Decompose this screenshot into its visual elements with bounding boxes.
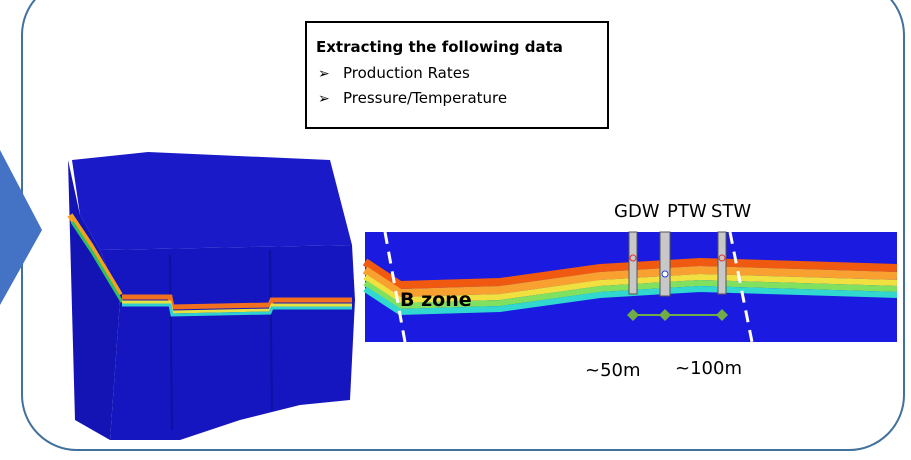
info-title: Extracting the following data <box>316 38 563 56</box>
bullet-icon: ➢ <box>318 91 330 107</box>
well-label: STW <box>711 201 751 222</box>
info-item: Pressure/Temperature <box>343 89 507 107</box>
zone-label: B zone <box>400 289 472 311</box>
bullet-icon: ➢ <box>318 66 330 82</box>
well-label: PTW <box>667 201 707 222</box>
info-box <box>305 21 609 129</box>
arrow <box>0 150 42 305</box>
reservoir-block <box>67 152 355 440</box>
well-label: GDW <box>614 201 660 222</box>
info-item: Production Rates <box>343 64 470 82</box>
distance-label: ~50m <box>585 360 641 381</box>
cross-section <box>362 231 898 343</box>
distance-label: ~100m <box>675 358 742 379</box>
